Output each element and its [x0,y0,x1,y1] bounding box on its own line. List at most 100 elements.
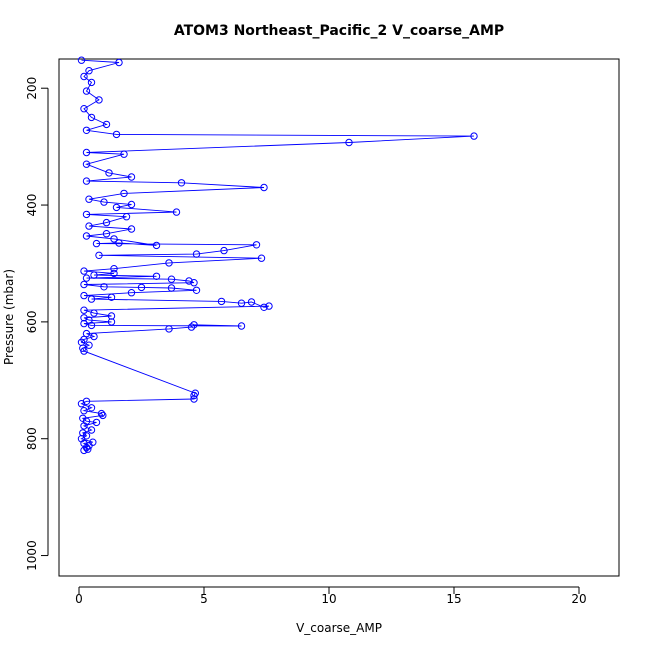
data-point [102,120,111,129]
data-point [97,409,106,418]
data-point [167,284,176,292]
data-point [345,138,353,147]
data-point [185,277,193,285]
data-point [107,293,116,301]
data-point [110,235,118,243]
data-point [260,303,268,311]
data-point [87,78,96,87]
data-point [112,203,121,212]
data-point [99,411,107,420]
data-point [89,438,97,446]
data-point [120,189,128,198]
data-point [127,289,136,297]
data-point [152,272,161,280]
data-point [257,254,266,262]
data-point [115,58,123,67]
y-tick-label: 800 [25,427,39,450]
x-tick-label: 5 [200,592,208,606]
data-point [90,332,98,341]
data-point [85,222,93,230]
data-point [260,183,268,192]
data-point [110,265,118,273]
data-point [107,312,116,320]
data-point [172,208,181,216]
data-point [82,329,91,338]
data-point [90,309,98,317]
data-point [82,148,91,157]
data-point [82,210,91,219]
data-point [79,429,87,437]
data-point [82,232,91,240]
data-point [87,426,96,434]
data-point [120,150,128,158]
data-point [110,269,118,278]
data-point [105,169,113,177]
data-point [265,302,273,310]
data-point [80,105,88,113]
data-point [190,279,198,287]
data-point [80,407,88,415]
data-point [82,274,91,282]
data-point [127,225,136,233]
data-point [220,246,228,255]
x-tick-label: 0 [75,592,83,606]
data-point [85,67,93,75]
data-point [237,299,246,307]
series-layer [77,56,478,455]
y-tick-label: 600 [25,310,39,333]
data-point [127,200,136,209]
data-point [190,321,198,329]
series-line [80,59,475,451]
data-point [82,87,91,95]
data-point [252,241,261,249]
data-point [87,404,96,412]
data-point [80,314,88,322]
data-point [217,297,226,306]
data-point [167,275,176,283]
data-point [165,259,173,267]
y-axis: 200 400 600 800 1000 [25,77,49,571]
data-point [247,298,256,306]
x-axis-label: V_coarse_AMP [296,621,382,635]
data-point [127,173,136,181]
data-point [82,160,91,168]
data-point [82,397,91,405]
data-point [107,318,116,326]
data-point [95,96,103,104]
data-point [80,280,88,289]
data-point [90,271,98,279]
y-tick-label: 1000 [25,540,39,571]
data-point [191,389,200,397]
data-point [95,251,103,260]
data-point [80,72,88,81]
data-point [87,113,96,122]
data-point [77,56,86,64]
data-point [80,291,88,300]
data-point [237,322,246,330]
data-point [102,230,111,238]
x-tick-label: 15 [446,592,461,606]
data-point [92,239,101,248]
data-point [137,283,146,292]
data-point [192,250,201,258]
data-point [112,130,121,139]
chart-title: ATOM3 Northeast_Pacific_2 V_coarse_AMP [174,23,504,39]
y-tick-label: 400 [25,194,39,217]
data-point [100,283,108,291]
data-point [84,445,92,453]
data-point [79,414,87,422]
data-point [80,267,88,275]
data-point [152,241,161,250]
x-tick-label: 10 [321,592,336,606]
data-point [470,132,478,140]
data-point [85,195,93,203]
data-point [122,213,131,221]
data-point [82,177,91,185]
data-point [82,126,91,135]
data-point [192,286,201,294]
data-point [102,218,111,227]
data-point [85,341,93,349]
data-point [100,198,108,206]
y-axis-label: Pressure (mbar) [2,269,16,365]
